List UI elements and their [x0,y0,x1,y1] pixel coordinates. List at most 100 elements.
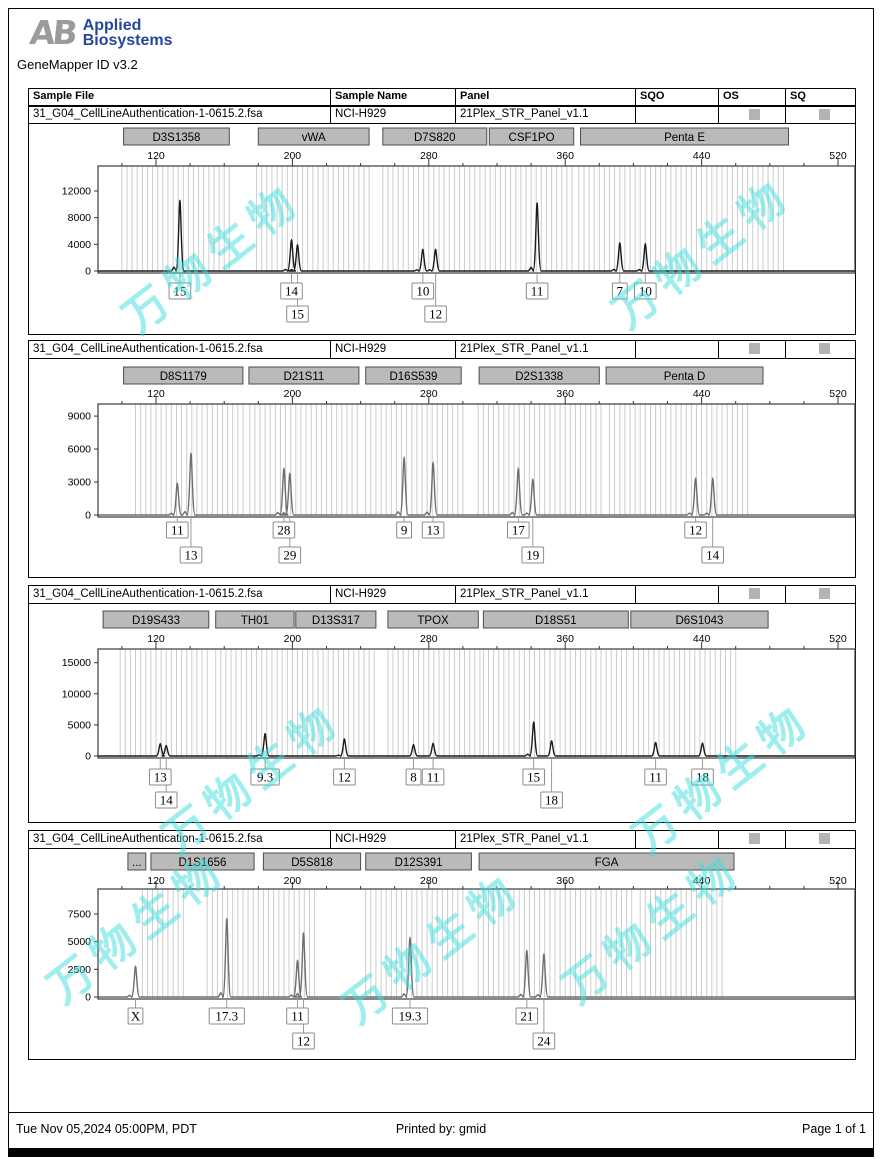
allele-box [280,282,303,300]
marker-box-D3S1358 [123,127,230,146]
marker-box-D21S11 [248,366,360,385]
sample-name-value: NCI-H929 [331,831,456,848]
marker-box-FGA [478,852,735,871]
allele-label: 12 [429,307,442,322]
marker-label: D13S317 [312,615,360,627]
footer-datetime: Tue Nov 05,2024 05:00PM, PDT [16,1122,197,1136]
allele-label: 12 [689,523,702,538]
allele-box [515,1007,539,1025]
sample-file-value: 31_G04_CellLineAuthentication-1-0615.2.f… [29,107,331,123]
x-tick-label: 520 [829,150,847,162]
col-sq: SQ [790,90,806,102]
allele-label: 15 [173,284,186,299]
col-sample-file: Sample File [29,89,331,105]
x-tick-label: 280 [420,633,438,645]
x-tick-label: 360 [556,150,574,162]
logo-line2: Biosystems [82,32,173,49]
trace [98,721,855,757]
marker-box-D19S433 [102,610,210,629]
allele-label: 24 [537,1034,551,1049]
allele-label: 9.3 [257,770,273,785]
allele-box [179,546,203,564]
footer: Tue Nov 05,2024 05:00PM, PDT Printed by:… [8,1122,874,1140]
allele-label: 19 [526,548,539,563]
plot-frame [97,165,856,274]
x-tick-label: 200 [284,875,302,887]
marker-label: D3S1358 [152,132,200,144]
allele-box [208,1007,245,1025]
allele-label: 11 [531,284,544,299]
allele-box [525,282,549,300]
y-tick-label: 5000 [68,936,92,948]
trace [98,452,855,516]
allele-box [272,521,296,539]
sq-cell [786,341,855,358]
plot-frame [97,403,856,518]
marker-label: D8S1179 [160,371,207,383]
allele-label: 14 [285,284,299,299]
footer-divider [8,1112,874,1113]
marker-box-vWA [257,127,370,146]
os-status-square [749,833,760,844]
marker-label: D19S433 [132,615,180,627]
sqo-value [636,107,719,123]
col-os: OS [719,89,786,105]
allele-label: 17 [512,523,526,538]
allele-box [396,521,413,539]
allele-label: 19.3 [399,1009,422,1024]
allele-box [286,305,309,323]
marker-label: D7S820 [414,132,456,144]
x-tick-label: 360 [556,875,574,887]
marker-label: D21S11 [284,371,325,383]
y-tick-label: 4000 [68,239,92,251]
electropherogram-plot-1: 120 200 280 360 440 520 0 4000 8000 12000 D3S1358 v… [62,127,856,323]
footer-page-number: Page 1 of 1 [802,1122,866,1136]
marker-box-D12S391 [365,852,472,871]
allele-label: 29 [283,548,296,563]
sq-cell [786,586,855,603]
y-tick-label: 9000 [68,411,92,423]
sample-name-value: NCI-H929 [331,341,456,358]
allele-label: 11 [649,770,662,785]
x-tick-label: 520 [829,633,847,645]
y-tick-label: 5000 [68,719,92,731]
marker-box-D18S51 [482,610,629,629]
allele-box [521,546,545,564]
allele-box [421,768,445,786]
allele-box [149,768,172,786]
allele-label: 13 [184,548,197,563]
marker-label: D5S818 [291,857,333,869]
marker-box-... [127,852,147,871]
allele-label: 9 [401,523,408,538]
allele-box [166,521,189,539]
logo-wordmark: Applied Biosystems [82,18,173,49]
allele-label: 11 [171,523,184,538]
app-title: GeneMapper ID v3.2 [17,57,138,72]
marker-box-TH01 [215,610,295,629]
marker-box-Penta E [580,127,789,146]
allele-label: 11 [427,770,440,785]
allele-box [292,1032,315,1050]
x-tick-label: 280 [420,875,438,887]
marker-box-D6S1043 [630,610,769,629]
allele-box [421,521,445,539]
col-sample-name: Sample Name [331,89,456,105]
allele-label: 10 [639,284,652,299]
allele-label: 7 [617,284,624,299]
x-tick-label: 120 [147,875,165,887]
allele-label: 10 [416,284,429,299]
allele-label: 15 [291,307,304,322]
y-tick-label: 2500 [68,964,92,976]
y-tick-label: 15000 [62,657,91,669]
marker-box-D1S1656 [150,852,255,871]
panel-value: 21Plex_STR_Panel_v1.1 [456,831,636,848]
marker-box-TPOX [387,610,479,629]
y-tick-label: 7500 [68,909,92,921]
allele-box [127,1007,144,1025]
y-tick-label: 0 [85,992,91,1004]
sq-status-square [819,109,830,120]
allele-label: 14 [706,548,720,563]
allele-label: 21 [520,1009,533,1024]
sample-name-value: NCI-H929 [331,107,456,123]
sample-table-header: Sample File Sample Name Panel SQO OS SQ [29,89,855,107]
